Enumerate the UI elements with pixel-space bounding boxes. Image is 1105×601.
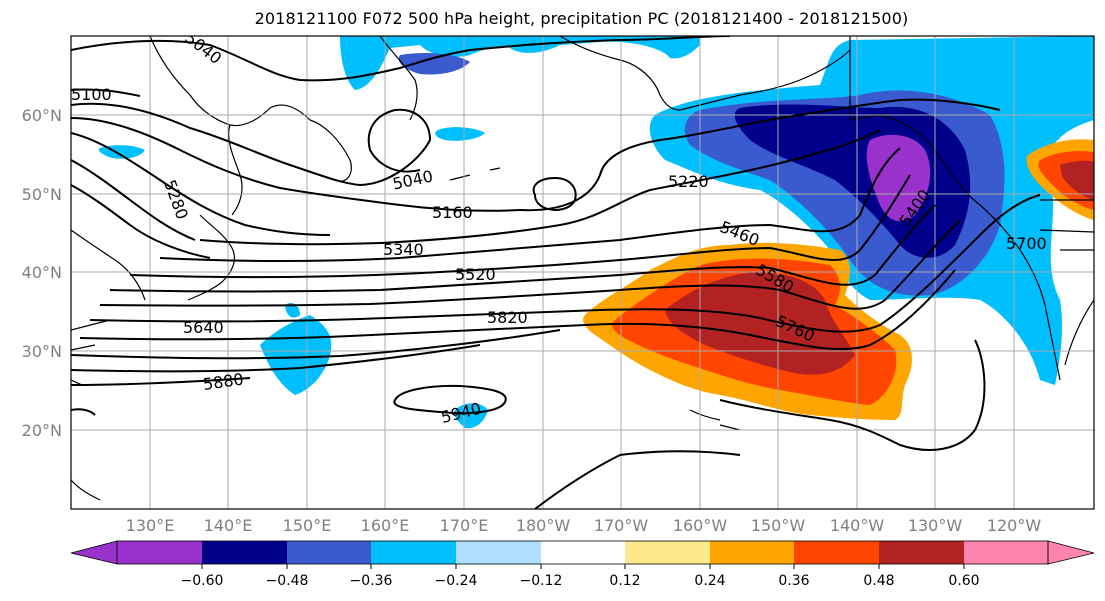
contour-label: 5100 bbox=[71, 85, 112, 104]
contour-label: 5160 bbox=[432, 203, 473, 222]
colorbar-outline bbox=[116, 540, 1049, 565]
colorbar-swatch bbox=[879, 541, 964, 564]
contour-label: 5340 bbox=[383, 240, 424, 259]
lon-label: 150°W bbox=[751, 516, 806, 535]
colorbar-extend-high bbox=[1047, 540, 1095, 565]
colorbar-tick-label: −0.60 bbox=[181, 573, 224, 589]
colorbar-swatch bbox=[287, 541, 371, 564]
lat-label: 60°N bbox=[22, 106, 62, 125]
colorbar-tick-label: −0.24 bbox=[435, 573, 478, 589]
lon-label: 130°E bbox=[126, 516, 175, 535]
colorbar-swatch bbox=[625, 541, 710, 564]
contour-label: 5700 bbox=[1006, 234, 1047, 253]
colorbar-swatch bbox=[371, 541, 456, 564]
gridlines bbox=[71, 36, 1094, 509]
lon-label: 150°E bbox=[283, 516, 332, 535]
lon-label: 140°E bbox=[204, 516, 253, 535]
precip-shading bbox=[98, 36, 1094, 429]
lon-label: 170°W bbox=[594, 516, 649, 535]
colorbar-tick-label: 0.12 bbox=[609, 573, 640, 589]
lon-label: 160°E bbox=[361, 516, 410, 535]
colorbar-tick-label: 0.36 bbox=[778, 573, 809, 589]
lon-label: 180°W bbox=[516, 516, 571, 535]
colorbar-swatch bbox=[794, 541, 879, 564]
lon-label: 130°W bbox=[908, 516, 963, 535]
lon-label: 140°W bbox=[830, 516, 885, 535]
colorbar-tick-label: −0.36 bbox=[350, 573, 393, 589]
map-border bbox=[70, 35, 1095, 510]
colorbar-tick-label: −0.12 bbox=[520, 573, 563, 589]
colorbar-swatch bbox=[202, 541, 287, 564]
colorbar-swatch bbox=[541, 541, 625, 564]
colorbar-swatch bbox=[710, 541, 794, 564]
contour-label: 5520 bbox=[455, 265, 496, 284]
latitude-labels: 60°N 50°N 40°N 30°N 20°N bbox=[22, 106, 62, 440]
colorbar-extend-low bbox=[70, 540, 118, 565]
colorbar-swatch bbox=[117, 541, 202, 564]
lat-label: 50°N bbox=[22, 185, 62, 204]
figure-title: 2018121100 F072 500 hPa height, precipit… bbox=[254, 9, 909, 28]
colorbar-tick-label: 0.24 bbox=[694, 573, 725, 589]
lat-label: 30°N bbox=[22, 342, 62, 361]
lon-label: 120°W bbox=[987, 516, 1042, 535]
colorbar-tick-label: 0.48 bbox=[863, 573, 894, 589]
lon-label: 170°E bbox=[440, 516, 489, 535]
lon-label: 160°W bbox=[673, 516, 728, 535]
contour-label: 5220 bbox=[668, 172, 709, 191]
contour-label: 5820 bbox=[487, 308, 528, 327]
lat-label: 40°N bbox=[22, 263, 62, 282]
colorbar-swatch bbox=[964, 541, 1048, 564]
lat-label: 20°N bbox=[22, 421, 62, 440]
longitude-labels: 130°E 140°E 150°E 160°E 170°E 180°W 170°… bbox=[126, 516, 1042, 535]
colorbar-tick-label: 0.60 bbox=[948, 573, 979, 589]
contour-label: 5640 bbox=[183, 318, 224, 337]
height-contours bbox=[71, 36, 1041, 509]
colorbar: −0.60 −0.48 −0.36 −0.24 −0.12 0.12 0.24 … bbox=[70, 540, 1095, 589]
colorbar-tick-label: −0.48 bbox=[266, 573, 309, 589]
neg-anomaly-core bbox=[866, 134, 931, 222]
colorbar-swatch bbox=[456, 541, 541, 564]
